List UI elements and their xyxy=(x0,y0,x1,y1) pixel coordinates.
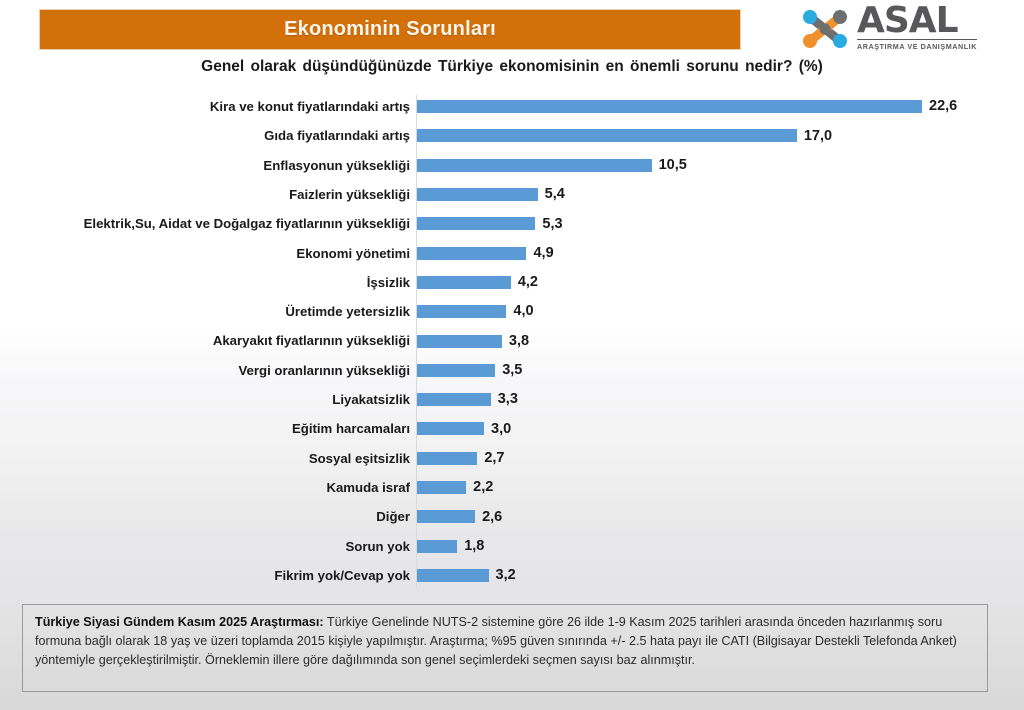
title-banner: Ekonominin Sorunları xyxy=(40,10,740,49)
bar-container: 4,0 xyxy=(417,297,534,326)
bar-container: 2,2 xyxy=(417,473,493,502)
bar-row: Ekonomi yönetimi 4,9 xyxy=(0,239,1024,268)
bar-value-label: 5,4 xyxy=(544,186,565,203)
bar xyxy=(417,275,511,289)
logo-mark-icon xyxy=(797,6,853,52)
bar xyxy=(417,481,467,495)
logo-text: ASAL ARAŞTIRMA VE DANIŞMANLIK xyxy=(857,0,977,51)
bar-value-label: 5,3 xyxy=(542,215,563,232)
bar-category-label: Üretimde yetersizlik xyxy=(285,304,410,320)
chart-question: Genel olarak düşündüğünüzde Türkiye ekon… xyxy=(201,58,823,75)
bar xyxy=(417,451,478,465)
bar-row: Eğitim harcamaları 3,0 xyxy=(0,414,1024,443)
bar-container: 3,5 xyxy=(417,356,522,385)
bar xyxy=(417,246,527,260)
bar-category-label: Kamuda israf xyxy=(326,479,410,495)
bar-container: 4,9 xyxy=(417,239,554,268)
methodology-title: Türkiye Siyasi Gündem Kasım 2025 Araştır… xyxy=(35,615,324,629)
bar xyxy=(417,393,491,407)
bar-category-label: Sorun yok xyxy=(345,538,410,554)
bar-container: 3,8 xyxy=(417,326,529,355)
bar-row: Faizlerin yüksekliği 5,4 xyxy=(0,180,1024,209)
bar-category-label: Ekonomi yönetimi xyxy=(296,245,410,261)
bar-category-label: Faizlerin yüksekliği xyxy=(289,186,410,202)
bar-container: 22,6 xyxy=(417,92,957,121)
bar-row: Fikrim yok/Cevap yok 3,2 xyxy=(0,561,1024,590)
bar xyxy=(417,188,538,202)
bar-container: 4,2 xyxy=(417,268,538,297)
bar-container: 5,4 xyxy=(417,180,565,209)
bar-value-label: 4,2 xyxy=(517,274,539,291)
bar xyxy=(417,129,797,143)
bar-row: Akaryakıt fiyatlarının yüksekliği 3,8 xyxy=(0,326,1024,355)
bar-category-label: Eğitim harcamaları xyxy=(291,421,410,437)
bar-container: 2,7 xyxy=(417,444,505,473)
bar-value-label: 3,2 xyxy=(495,567,516,584)
bar-category-label: Gıda fiyatlarındaki artış xyxy=(264,128,410,144)
bar-container: 17,0 xyxy=(417,121,832,150)
bar-container: 5,3 xyxy=(417,209,563,238)
bar-row: Diğer 2,6 xyxy=(0,502,1024,531)
asal-logo: ASAL ARAŞTIRMA VE DANIŞMANLIK xyxy=(797,0,992,60)
bar-row: Sosyal eşitsizlik 2,7 xyxy=(0,444,1024,473)
bar-value-label: 1,8 xyxy=(464,537,485,554)
bar-container: 2,6 xyxy=(417,502,502,531)
bar xyxy=(417,334,502,348)
bar-value-label: 4,0 xyxy=(513,303,534,320)
logo-wordmark: ASAL xyxy=(857,0,959,41)
bar-container: 3,3 xyxy=(417,385,518,414)
bar-value-label: 2,6 xyxy=(482,508,503,525)
bar-container: 3,2 xyxy=(417,561,516,590)
bar-row: Sorun yok 1,8 xyxy=(0,532,1024,561)
bar-container: 3,0 xyxy=(417,414,511,443)
bar-value-label: 3,3 xyxy=(497,391,518,408)
bar xyxy=(417,100,922,114)
bar-category-label: Kira ve konut fiyatlarındaki artış xyxy=(209,99,410,115)
bar xyxy=(417,422,485,436)
bar-category-label: Sosyal eşitsizlik xyxy=(308,450,410,466)
bar-category-label: İşsizlik xyxy=(366,274,410,290)
bar-value-label: 22,6 xyxy=(929,98,958,115)
bar-category-label: Enflasyonun yüksekliği xyxy=(263,157,410,173)
bar-category-label: Akaryakıt fiyatlarının yüksekliği xyxy=(212,333,410,349)
bar-row: Enflasyonun yüksekliği 10,5 xyxy=(0,151,1024,180)
methodology-note: Türkiye Siyasi Gündem Kasım 2025 Araştır… xyxy=(22,604,988,692)
bar-row: Liyakatsizlik 3,3 xyxy=(0,385,1024,414)
bar-row: Elektrik,Su, Aidat ve Doğalgaz fiyatları… xyxy=(0,209,1024,238)
bar-row: Vergi oranlarının yüksekliği 3,5 xyxy=(0,356,1024,385)
bar-category-label: Elektrik,Su, Aidat ve Doğalgaz fiyatları… xyxy=(83,216,410,232)
bar xyxy=(417,539,458,553)
bar-category-label: Diğer xyxy=(376,509,410,525)
bar-row: Üretimde yetersizlik 4,0 xyxy=(0,297,1024,326)
bar-row: Kira ve konut fiyatlarındaki artış 22,6 xyxy=(0,92,1024,121)
logo-tagline: ARAŞTIRMA VE DANIŞMANLIK xyxy=(857,39,977,51)
value-axis-line xyxy=(416,95,417,589)
bar-row: Kamuda israf 2,2 xyxy=(0,473,1024,502)
bar-container: 10,5 xyxy=(417,151,687,180)
page-title: Ekonominin Sorunları xyxy=(284,18,496,40)
bar xyxy=(417,158,652,172)
chart-header: Ekonominin Sorunları ASAL xyxy=(0,0,1024,75)
bar-category-label: Liyakatsizlik xyxy=(332,392,410,408)
methodology-body: Türkiye Genelinde NUTS-2 sistemine göre … xyxy=(35,615,957,667)
bar xyxy=(417,510,476,524)
bar-category-label: Fikrim yok/Cevap yok xyxy=(274,567,410,583)
bar-value-label: 3,8 xyxy=(508,332,530,349)
bar-container: 1,8 xyxy=(417,532,484,561)
bar xyxy=(417,305,507,319)
bar-value-label: 2,7 xyxy=(484,449,505,466)
bar-category-label: Vergi oranlarının yüksekliği xyxy=(238,362,410,378)
bar-value-label: 3,0 xyxy=(491,420,512,437)
bar-value-label: 17,0 xyxy=(803,127,833,144)
bar xyxy=(417,363,496,377)
bar-value-label: 2,2 xyxy=(473,479,494,496)
bar-value-label: 3,5 xyxy=(502,362,523,379)
bar-value-label: 10,5 xyxy=(658,156,687,173)
bar-chart: Kira ve konut fiyatlarındaki artış 22,6 Gı… xyxy=(0,92,1024,592)
bar-value-label: 4,9 xyxy=(533,244,554,261)
bar-row: Gıda fiyatlarındaki artış 17,0 xyxy=(0,121,1024,150)
bar-row: İşsizlik 4,2 xyxy=(0,268,1024,297)
bar xyxy=(417,217,536,231)
bar xyxy=(417,568,489,582)
